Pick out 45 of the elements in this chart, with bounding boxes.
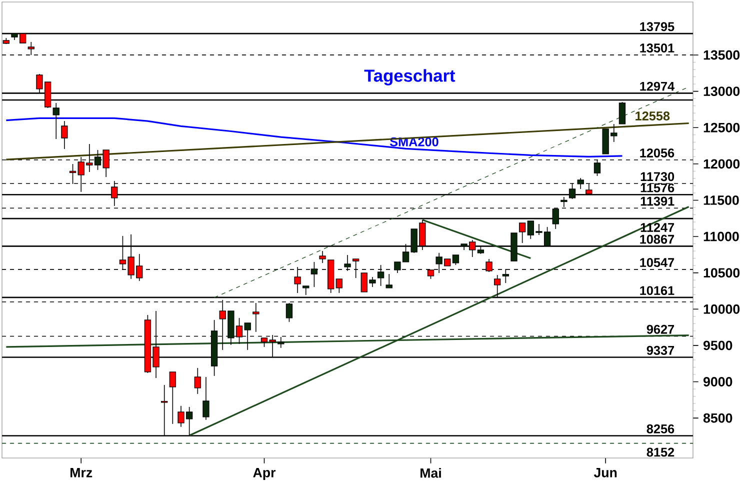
y-tick-label: 12500 [704,122,740,132]
ref-line-label: 10547 [640,258,674,267]
candlestick [319,250,326,264]
candlestick [518,222,526,244]
x-tick-label: Jun [594,468,617,478]
candlestick [452,254,460,266]
series-label: 12558 [636,111,670,120]
text: Tageschart [364,68,456,86]
candlestick [194,367,201,394]
y-tick-label: 10500 [704,268,740,278]
y-tick-label: 10000 [704,304,740,314]
candlestick [252,302,260,332]
ref-line-label: 10161 [640,286,674,295]
ref-line-label: 12974 [640,82,675,91]
x-tick-label: Apr [253,468,276,480]
candlestick [61,120,68,150]
ref-line-label: 11391 [640,196,674,206]
ref-line-label: 13501 [640,43,674,52]
ref-line-label: 9337 [646,346,674,355]
candlestick [577,177,584,190]
ref-line-label: 8152 [646,448,674,456]
ref-line-label: 10867 [640,234,674,244]
y-tick-label: 12000 [704,158,740,168]
candlestick [202,376,210,420]
y-tick-label: 13000 [704,86,740,96]
y-tick-label: 9500 [703,340,732,350]
y-tick-label: 13500 [704,50,740,60]
candlestick [386,273,392,288]
candlestick [302,285,310,296]
y-tick-label: 8500 [703,413,732,423]
ref-line-label: 13795 [640,22,674,31]
candlestick [336,278,343,294]
x-tick-label: Mrz [70,468,92,477]
ref-line-label: 9627 [646,324,674,334]
line-series [5,117,624,158]
ref-line-label: 12056 [640,148,674,158]
candlestick [52,102,60,140]
x-tick-label: Mai [420,468,441,478]
y-tick-label: 11500 [704,195,739,205]
y-tick-label: 9000 [703,376,732,386]
ref-line-label: 11730 [640,172,674,181]
candlestick [169,371,176,424]
y-tick-label: 11000 [704,232,739,242]
ref-line-label: 11576 [640,183,674,192]
ref-line-label: 8256 [646,424,674,434]
